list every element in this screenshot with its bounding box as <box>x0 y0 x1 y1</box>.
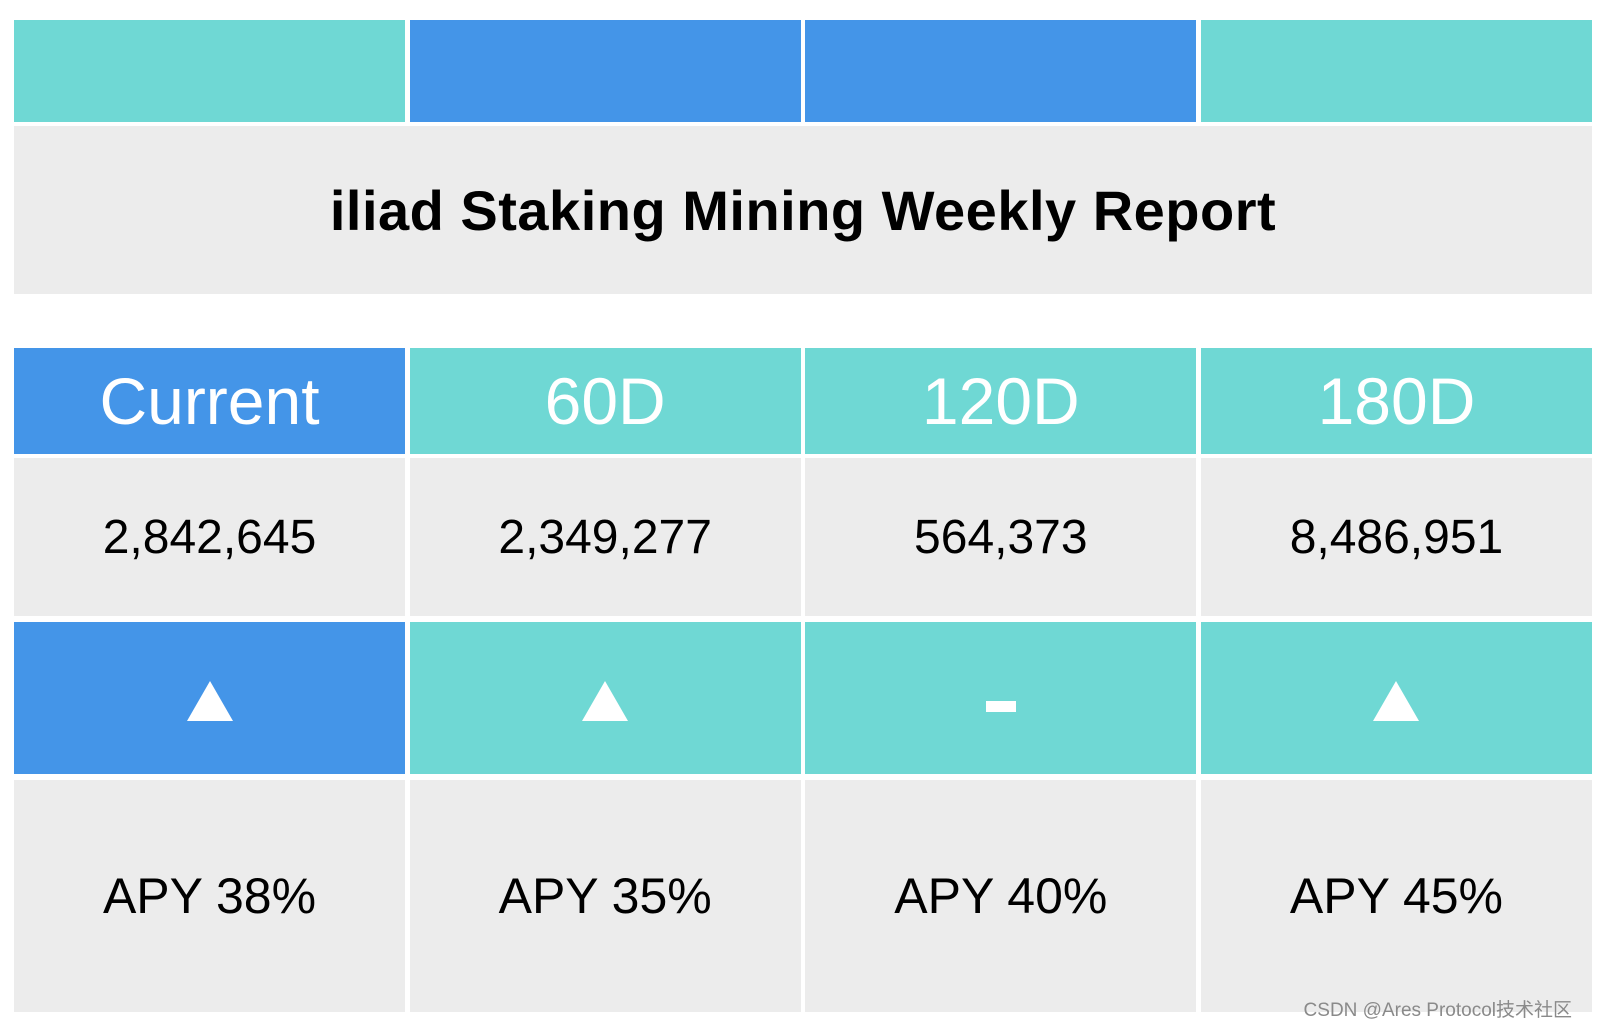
apy-60d: APY 35% <box>409 780 801 1012</box>
trend-flat-icon: - <box>985 700 1016 712</box>
report-title: iliad Staking Mining Weekly Report <box>329 178 1277 242</box>
watermark: CSDN @Ares Protocol技术社区 <box>1303 1000 1572 1021</box>
trend-up-icon: ▲ <box>186 681 233 721</box>
top-bar-segment <box>1200 20 1592 122</box>
top-bar-segment <box>805 20 1197 122</box>
title-banner: iliad Staking Mining Weekly Report <box>14 126 1592 294</box>
trend-cell-60d: ▲ <box>409 622 801 774</box>
top-bar-segment <box>14 20 405 122</box>
weekly-report-card: iliad Staking Mining Weekly Report Curre… <box>14 20 1592 1020</box>
period-header-180d: 180D <box>1200 348 1592 454</box>
trend-cell-120d: - <box>805 622 1197 774</box>
trend-up-icon: ▲ <box>582 681 629 721</box>
staked-value-180d: 8,486,951 <box>1200 458 1592 616</box>
staked-value-60d: 2,349,277 <box>409 458 801 616</box>
top-color-bar <box>14 20 1592 122</box>
staked-value-current: 2,842,645 <box>14 458 405 616</box>
period-header-60d: 60D <box>409 348 801 454</box>
trend-cell-current: ▲ <box>14 622 405 774</box>
apy-row: APY 38% APY 35% APY 40% APY 45% <box>14 780 1592 1012</box>
top-bar-segment <box>409 20 801 122</box>
period-header-current: Current <box>14 348 405 454</box>
apy-120d: APY 40% <box>805 780 1197 1012</box>
trend-row: ▲ ▲ - ▲ <box>14 622 1592 774</box>
trend-up-icon: ▲ <box>1373 681 1420 721</box>
apy-current: APY 38% <box>14 780 405 1012</box>
apy-180d: APY 45% <box>1200 780 1592 1012</box>
period-header-120d: 120D <box>805 348 1197 454</box>
period-header-row: Current 60D 120D 180D <box>14 348 1592 454</box>
staked-value-row: 2,842,645 2,349,277 564,373 8,486,951 <box>14 458 1592 616</box>
trend-cell-180d: ▲ <box>1200 622 1592 774</box>
staked-value-120d: 564,373 <box>805 458 1197 616</box>
